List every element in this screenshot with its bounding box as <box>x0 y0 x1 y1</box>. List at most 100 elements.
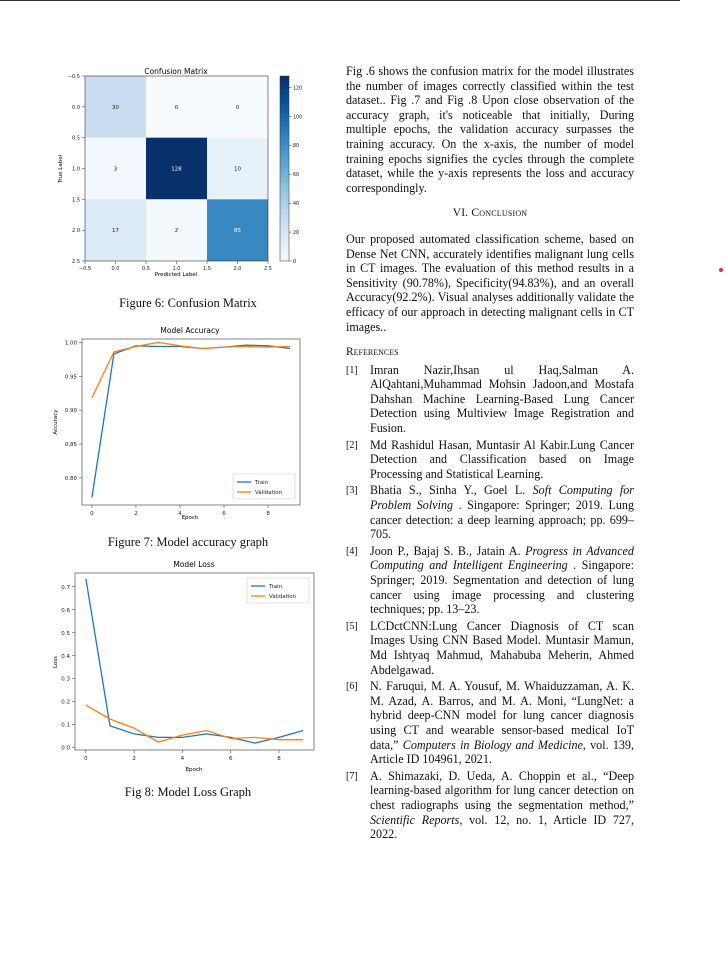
figure-7-caption: Figure 7: Model accuracy graph <box>107 535 269 549</box>
confusion-matrix-cell <box>85 137 146 200</box>
reference-item: [4] Joon P., Bajaj S. B., Jatain A. Progr… <box>346 544 634 617</box>
page-top-rule <box>0 0 680 1</box>
colorbar-segment <box>280 159 289 165</box>
y-tick-label: 0.5 <box>61 631 70 637</box>
confusion-matrix-cell <box>207 199 268 261</box>
series-line-validation <box>85 704 304 743</box>
confusion-matrix-ytick-label: 1.0 <box>72 167 80 173</box>
accuracy-xlabel: Epoch <box>182 515 199 521</box>
reference-item: [1] Imran Nazir,Ihsan ul Haq,Salman A. Al… <box>346 363 634 436</box>
confusion-matrix-xtick-label: 0.5 <box>142 266 150 272</box>
confusion-matrix-chart: Confusion Matrix 30 0 0 3 128 10 17 2 85 −0.5 0.0… <box>58 67 302 278</box>
confusion-matrix-cell <box>207 76 268 138</box>
confusion-matrix-xtick-label: 2.0 <box>234 266 242 272</box>
x-tick-label: 6 <box>222 511 226 517</box>
reference-item: [5] LCDctCNN:Lung Cancer Diagnosis of CT … <box>346 619 634 677</box>
legend-label: Train <box>268 584 283 590</box>
reference-source-title: Progress in Advanced Computing and Intel… <box>370 543 634 573</box>
x-tick-label: 4 <box>181 756 185 762</box>
colorbar-tick-label: 20 <box>293 230 299 236</box>
colorbar-segment <box>280 256 289 262</box>
colorbar-segment <box>280 108 289 114</box>
colorbar-segment <box>280 214 289 220</box>
colorbar-segment <box>280 200 289 206</box>
y-tick-label: 0.1 <box>61 723 70 729</box>
colorbar-segment <box>280 150 289 156</box>
y-tick-label: 0.80 <box>65 476 78 482</box>
confusion-matrix-value: 128 <box>171 167 182 173</box>
reference-number: [3] <box>346 485 358 497</box>
x-tick-label: 2 <box>134 511 138 517</box>
references-heading: References <box>346 346 399 359</box>
colorbar-segment <box>280 126 289 132</box>
x-tick-label: 6 <box>229 756 233 762</box>
y-tick-label: 0.3 <box>61 677 70 683</box>
confusion-matrix-xtick-label: 0.0 <box>112 266 120 272</box>
colorbar-segment <box>280 103 289 109</box>
colorbar-segment <box>280 210 289 216</box>
colorbar-segment <box>280 136 289 142</box>
reference-text-end: . Singapore: Springer; 2019. Lung cancer… <box>370 498 635 542</box>
reference-item: [3] Bhatia S., Sinha Y., Goel L. Soft Com… <box>346 483 634 541</box>
confusion-matrix-cell <box>146 199 207 261</box>
confusion-matrix-ytick-label: 0.5 <box>72 136 80 142</box>
colorbar-segment <box>280 154 289 160</box>
y-tick-label: 0.90 <box>65 408 78 414</box>
reference-text-start: Joon P., Bajaj S. B., Jatain A. <box>370 543 526 558</box>
plot-frame <box>81 338 301 506</box>
loss-xlabel: Epoch <box>186 767 203 773</box>
confusion-matrix-value: 3 <box>114 167 118 173</box>
y-tick-label: 0.95 <box>65 374 78 380</box>
reference-source-title: Computers in Biology and Medicine <box>402 737 583 752</box>
x-tick-label: 8 <box>266 511 270 517</box>
accuracy-chart-title: Model Accuracy <box>160 326 220 335</box>
reference-text-start: N. Faruqui, M. A. Yousuf, M. Whaiduzzama… <box>370 679 634 752</box>
y-tick-label: 1.00 <box>65 340 78 346</box>
colorbar-tick-label: 80 <box>293 143 299 149</box>
confusion-matrix-xtick-label: 2.5 <box>264 266 272 272</box>
colorbar-segment <box>280 251 289 257</box>
reference-item: [7] A. Shimazaki, D. Ueda, A. Choppin et … <box>346 769 634 842</box>
reference-text: A. Shimazaki, D. Ueda, A. Choppin et al.… <box>370 769 634 842</box>
confusion-matrix-value: 0 <box>236 105 240 111</box>
colorbar-segment <box>280 113 289 119</box>
loss-chart: Model Loss 0 2 4 6 8 0.0 0.1 0.2 0.3 0.4 0.5 0.6 0.7… <box>53 560 315 773</box>
colorbar-segment <box>280 89 289 95</box>
colorbar-segment <box>280 237 289 243</box>
confusion-matrix-value: 17 <box>112 228 119 234</box>
confusion-matrix-value: 85 <box>234 228 241 234</box>
colorbar-tick-label: 100 <box>293 114 302 120</box>
colorbar-segment <box>280 182 289 188</box>
reference-source-title: Soft Computing for Problem Solving <box>370 483 634 513</box>
confusion-matrix-value: 0 <box>175 105 179 111</box>
figure-6-caption: Figure 6: Confusion Matrix <box>119 296 257 310</box>
colorbar-segment <box>280 122 289 128</box>
colorbar-segment <box>280 224 289 230</box>
reference-item: [6] N. Faruqui, M. A. Yousuf, M. Whaiduzz… <box>346 679 634 767</box>
x-tick-label: 0 <box>90 511 94 517</box>
confusion-matrix-ylabel: True Label <box>58 154 64 184</box>
colorbar-segment <box>280 228 289 234</box>
confusion-matrix-ytick-label: 2.0 <box>72 228 80 234</box>
reference-source-title: Scientific Reports <box>370 812 460 827</box>
reference-number: [2] <box>346 439 358 451</box>
colorbar-segment <box>280 191 289 197</box>
colorbar-segment <box>280 168 289 174</box>
reference-text: Imran Nazir,Ihsan ul Haq,Salman A. AlQah… <box>370 362 634 436</box>
confusion-matrix-title: Confusion Matrix <box>144 67 208 76</box>
confusion-matrix-cell <box>85 76 146 138</box>
colorbar-segment <box>280 117 289 123</box>
confusion-matrix-xtick-label: −0.5 <box>79 266 91 272</box>
confusion-matrix-ytick-label: 2.5 <box>72 259 80 265</box>
y-tick-label: 0.7 <box>61 585 70 591</box>
colorbar-segment <box>280 247 289 253</box>
accuracy-chart: Model Accuracy 0 2 4 6 8 0.80 0.85 0.90 0.95 1.00… <box>53 326 301 521</box>
reference-number: [7] <box>346 770 358 782</box>
x-tick-label: 0 <box>84 756 88 762</box>
confusion-matrix-ytick-label: −0.5 <box>68 74 80 80</box>
colorbar-segment <box>280 205 289 211</box>
section-heading-conclusion: VI. Conclusion <box>346 206 634 221</box>
colorbar-segment <box>280 233 289 239</box>
reference-text: N. Faruqui, M. A. Yousuf, M. Whaiduzzama… <box>370 679 634 767</box>
confusion-matrix-cell <box>146 76 207 138</box>
